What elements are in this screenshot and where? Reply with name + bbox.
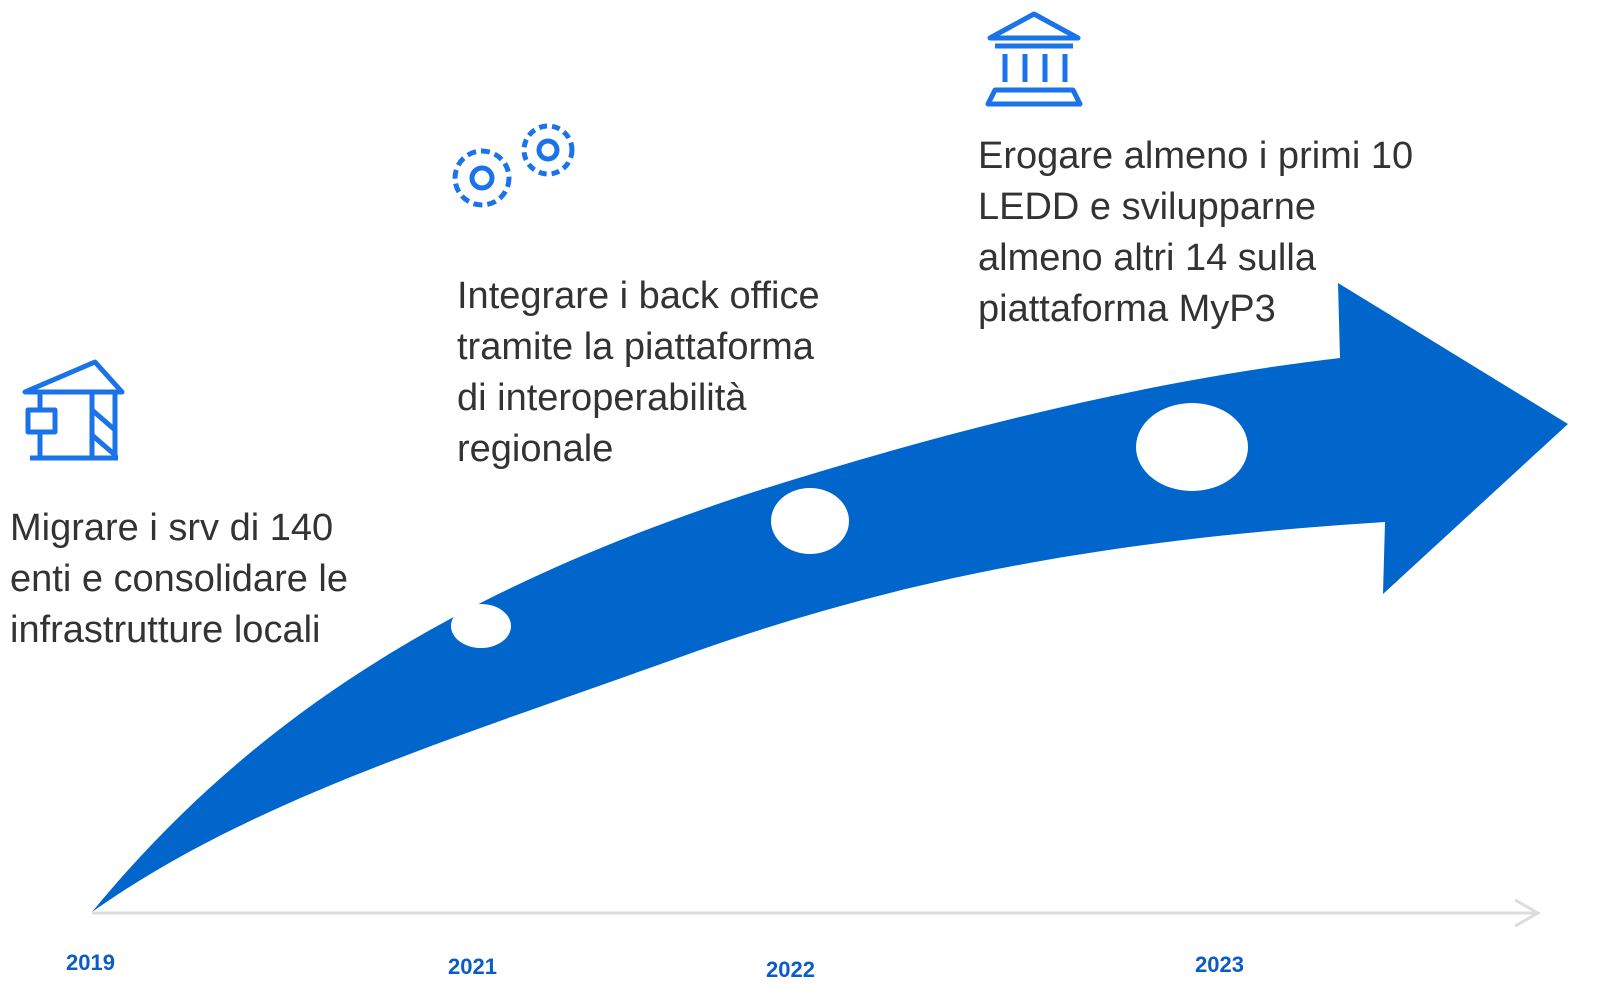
year-label: 2019 <box>66 950 115 975</box>
milestone-text: LEDD e svilupparne <box>978 186 1316 228</box>
bank-icon <box>985 11 1083 107</box>
milestone-text: di interoperabilità <box>457 377 747 419</box>
year-label: 2022 <box>766 957 815 982</box>
axis-head <box>1514 898 1542 928</box>
milestone-text: enti e consolidare le <box>10 558 348 600</box>
milestone-text: piattaforma MyP3 <box>978 288 1276 330</box>
dot <box>1136 403 1248 491</box>
milestone-text: almeno altri 14 sulla <box>978 237 1317 279</box>
milestone-text: tramite la piattaforma <box>457 326 815 368</box>
milestone-text: regionale <box>457 428 613 470</box>
crane-icon <box>22 359 125 461</box>
year-label: 2021 <box>448 954 497 979</box>
milestone-text: Erogare almeno i primi 10 <box>978 135 1413 177</box>
year-label: 2023 <box>1195 952 1244 977</box>
gears-icon <box>452 123 575 208</box>
dot <box>771 488 849 554</box>
milestone-text: infrastrutture locali <box>10 609 320 651</box>
dot <box>451 604 511 648</box>
milestone-text: Integrare i back office <box>457 275 820 317</box>
milestone-text: Migrare i srv di 140 <box>10 507 333 549</box>
